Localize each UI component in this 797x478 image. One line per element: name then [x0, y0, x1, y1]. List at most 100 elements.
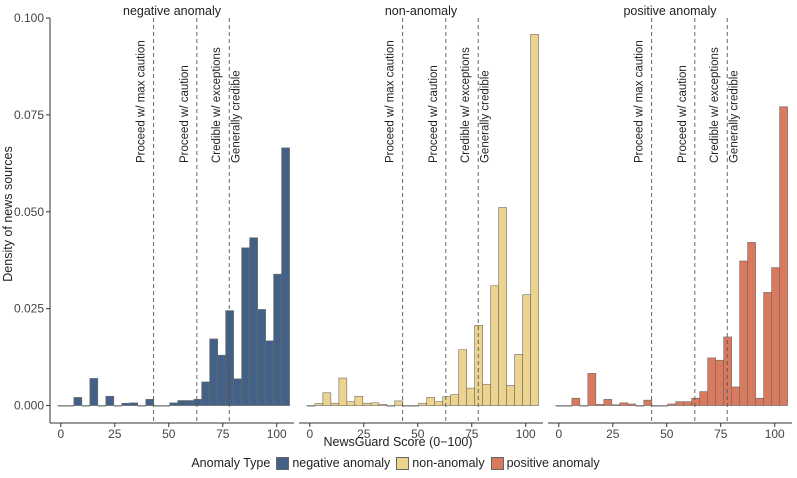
histogram-bar: [587, 373, 597, 406]
threshold-label: Credible w/ exceptions: [460, 47, 472, 163]
panel-positive-anomaly: positive anomaly 0 25 50 75 100 Proceed w/ max…: [548, 4, 792, 441]
threshold-label: Proceed w/ max caution: [634, 40, 646, 163]
histogram-bar: [755, 397, 764, 406]
histogram-bar: [306, 405, 316, 407]
histogram-bar: [346, 401, 356, 406]
histogram-bar: [97, 405, 107, 407]
histogram-bar: [490, 285, 499, 406]
histogram-bar: [338, 377, 348, 406]
legend: Anomaly Type negative anomaly non-anomal…: [0, 456, 797, 470]
histogram-bar: [209, 338, 218, 406]
x-tick-label: 100: [765, 427, 785, 441]
histogram-bar: [699, 391, 708, 406]
histogram-bar: [611, 404, 621, 406]
legend-title: Anomaly Type: [191, 456, 271, 470]
histogram-bar: [185, 400, 195, 406]
legend-item-non-anomaly: non-anomaly: [396, 456, 485, 470]
histogram-bar: [595, 404, 605, 406]
panel-title-positive-anomaly: positive anomaly: [623, 4, 717, 18]
histogram-bar: [265, 340, 274, 406]
histogram-bar: [715, 359, 724, 406]
histogram-bar: [691, 397, 700, 406]
histogram-bar: [659, 405, 669, 407]
histogram-bar: [73, 397, 83, 406]
histogram-bar: [113, 405, 123, 407]
y-tick-label: 0.075: [14, 108, 44, 122]
histogram-bar: [105, 395, 115, 406]
legend-item-positive-anomaly: positive anomaly: [490, 456, 600, 470]
histogram-bar: [434, 401, 444, 406]
histogram-bar: [249, 237, 258, 406]
histogram-bar: [506, 385, 515, 406]
histogram-bar: [394, 400, 404, 406]
histogram-bar: [193, 399, 202, 406]
threshold-label: Generally credible: [729, 70, 741, 163]
legend-label-non-anomaly: non-anomaly: [412, 456, 485, 470]
histogram-bar: [57, 405, 67, 407]
y-tick-label: 0.025: [14, 302, 44, 316]
histogram-bar: [322, 392, 332, 406]
histogram-bar: [555, 405, 565, 407]
histogram-bar: [498, 207, 507, 406]
histogram-bar: [177, 400, 187, 406]
histogram-bar: [89, 378, 99, 406]
histogram-bar: [378, 404, 388, 406]
threshold-label: Generally credible: [480, 70, 492, 163]
histogram-bar: [763, 292, 772, 406]
histogram-bar: [779, 106, 788, 406]
histogram-bar: [418, 402, 428, 406]
histogram-bar: [667, 403, 677, 406]
histogram-bar: [635, 405, 645, 407]
histogram-bar: [619, 402, 629, 406]
x-tick-label: 100: [516, 427, 536, 441]
histogram-bar: [474, 325, 483, 406]
histogram-bar: [129, 402, 139, 406]
histogram-bar: [514, 354, 523, 406]
histogram-bar: [747, 242, 756, 406]
panel-negative-anomaly: negative anomaly 0 25 50 75 100 Proceed w/ max…: [50, 4, 294, 441]
histogram-bar: [739, 260, 748, 406]
histogram-bar: [330, 402, 340, 406]
histogram-bar: [169, 402, 179, 406]
histogram-bar: [121, 402, 131, 406]
threshold-label: Proceed w/ caution: [677, 65, 689, 163]
x-tick-label: 75: [465, 427, 479, 441]
histogram-bar: [458, 349, 467, 406]
histogram-bar: [482, 383, 491, 406]
y-tick-label: 0.000: [14, 399, 44, 413]
histogram-bar: [281, 147, 290, 406]
histogram-bar: [675, 401, 685, 406]
x-tick-label: 25: [108, 427, 122, 441]
histogram-bar: [65, 405, 75, 407]
histogram-bar: [707, 357, 716, 406]
threshold-label: Proceed w/ max caution: [385, 40, 397, 163]
threshold-label: Credible w/ exceptions: [709, 47, 721, 163]
histogram-bar: [370, 402, 380, 406]
histogram-bar: [362, 402, 372, 406]
legend-key-positive-anomaly: [490, 456, 504, 470]
histogram-bar: [579, 405, 589, 407]
histogram-bar: [241, 247, 250, 406]
legend-label-negative-anomaly: negative anomaly: [292, 456, 391, 470]
histogram-bar: [563, 405, 573, 407]
histogram-bar: [314, 403, 324, 406]
x-tick-label: 100: [267, 427, 287, 441]
histogram-bar: [81, 405, 91, 407]
threshold-label: Proceed w/ caution: [428, 65, 440, 163]
x-tick-label: 75: [714, 427, 728, 441]
histogram-bar: [651, 405, 661, 407]
histogram-bar: [410, 405, 420, 407]
legend-item-negative-anomaly: negative anomaly: [276, 456, 390, 470]
x-tick-label: 0: [306, 427, 313, 441]
legend-key-negative-anomaly: [276, 456, 290, 470]
y-tick-label: 0.100: [14, 11, 44, 25]
histogram-bar: [273, 273, 282, 406]
histogram-bar: [145, 399, 155, 406]
histogram-bar: [731, 386, 740, 406]
y-axis-title: Density of news sources: [1, 146, 15, 281]
histogram-bar: [450, 394, 459, 406]
histogram-bar: [571, 397, 581, 406]
x-tick-label: 25: [357, 427, 371, 441]
y-tick-label: 0.050: [14, 205, 44, 219]
